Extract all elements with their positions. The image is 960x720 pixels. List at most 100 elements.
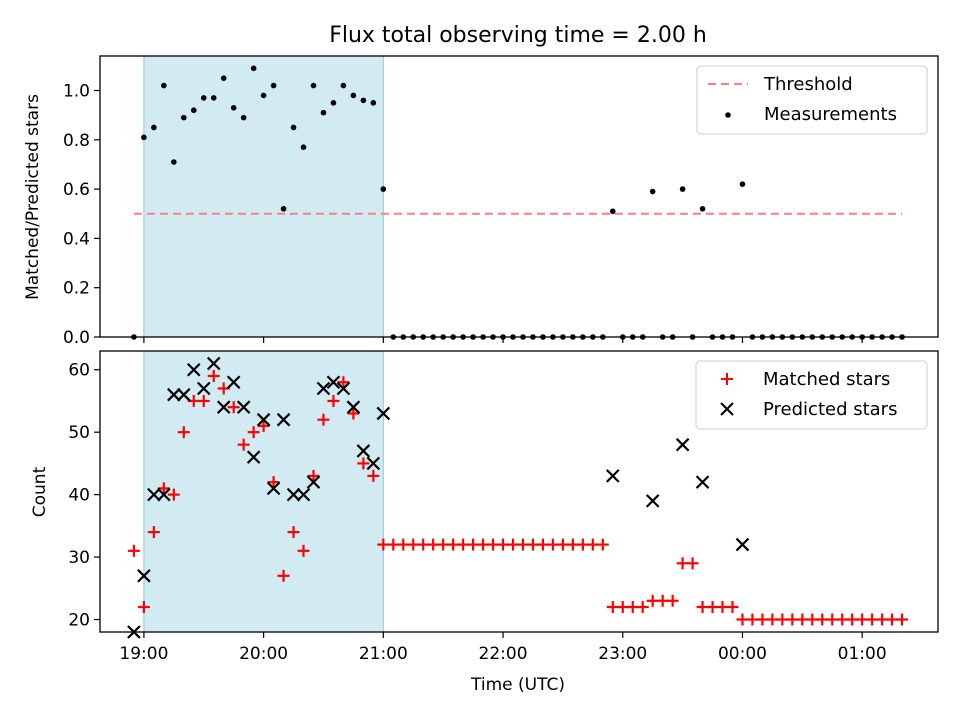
count-x-tick-label: 23:00 — [598, 644, 647, 664]
measurement-point — [699, 206, 706, 212]
measurement-point — [151, 124, 157, 131]
measurement-point — [290, 124, 297, 131]
predicted-star-point — [286, 487, 301, 502]
measurement-point — [200, 95, 207, 101]
predicted-legend-swatch — [720, 402, 734, 416]
ratio-y-tick-label: 0.6 — [63, 180, 90, 200]
measurement-point — [171, 159, 177, 165]
predicted-star-point — [276, 412, 291, 427]
measurement-point — [649, 188, 656, 195]
predicted-star-point — [246, 450, 261, 464]
measurement-point — [260, 92, 267, 99]
predicted-star-point — [356, 444, 371, 458]
matched-star-point — [347, 407, 360, 420]
measurement-point — [141, 134, 147, 141]
predicted-star-point — [326, 375, 341, 390]
count-x-tick-label: 22:00 — [479, 644, 528, 664]
measurement-point — [739, 181, 746, 187]
predicted-star-point — [675, 437, 690, 452]
matched-stars-points — [127, 369, 909, 626]
matched-star-point — [147, 526, 160, 539]
measurements-legend-label: Measurements — [764, 104, 897, 125]
ratio-y-tick-label: 0.4 — [63, 229, 90, 249]
measurement-point — [190, 107, 197, 114]
ratio-y-tick-label: 1.0 — [63, 82, 90, 102]
ratio-plot-frame — [99, 55, 939, 338]
chart-title: Flux total observing time = 2.00 h — [329, 23, 707, 48]
count-panel: 20 30 40 50 60 19:00 20:00 21:00 22:00 23:00 00:0… — [30, 350, 939, 695]
matched-star-point — [157, 482, 170, 495]
ratio-y-tick-label: 0.8 — [63, 131, 90, 151]
predicted-stars-points — [127, 356, 750, 639]
predicted-star-point — [695, 475, 710, 489]
matched-star-point — [197, 394, 210, 407]
measurements-legend-swatch — [725, 112, 731, 118]
predicted-star-point — [137, 569, 151, 583]
predicted-star-point — [147, 487, 161, 502]
matched-star-point — [896, 613, 909, 626]
predicted-legend-label: Predicted stars — [763, 399, 897, 420]
count-legend-box — [695, 360, 928, 430]
count-shaded-interval — [143, 350, 384, 633]
predicted-star-point — [376, 406, 391, 421]
count-y-tick-label: 60 — [68, 361, 90, 381]
predicted-star-point — [177, 387, 191, 402]
count-y-tick-label: 20 — [68, 611, 90, 631]
predicted-star-point — [226, 375, 241, 390]
predicted-star-point — [236, 400, 251, 414]
matched-star-point — [257, 419, 270, 432]
measurement-point — [370, 100, 377, 106]
measurement-point — [679, 186, 686, 192]
matched-star-point — [287, 526, 300, 539]
matched-star-point — [357, 457, 370, 470]
measurement-point — [340, 82, 347, 89]
count-x-tick-label: 21:00 — [359, 644, 408, 664]
measurement-point — [161, 82, 167, 89]
predicted-star-point — [306, 475, 321, 489]
predicted-star-point — [256, 412, 271, 427]
matched-star-point — [277, 569, 290, 582]
predicted-star-point — [735, 537, 750, 552]
ratio-x-axis-ticks — [143, 337, 863, 343]
ratio-legend: Threshold Measurements — [696, 65, 928, 135]
ratio-legend-box — [696, 65, 928, 135]
predicted-star-point — [196, 381, 211, 396]
predicted-star-point — [346, 400, 361, 414]
count-y-tick-label: 40 — [68, 486, 90, 506]
ratio-panel: 0.0 0.2 0.4 0.6 0.8 1.0 Matched/Predicted sta… — [23, 55, 939, 348]
measurement-point — [609, 208, 616, 215]
measurement-point — [360, 97, 367, 104]
measurement-point — [181, 114, 187, 121]
matched-star-point — [636, 601, 649, 614]
count-x-tick-label: 01:00 — [838, 644, 887, 664]
matched-star-point — [137, 601, 150, 614]
measurement-point — [350, 92, 357, 99]
ratio-y-axis: 0.0 0.2 0.4 0.6 0.8 1.0 — [63, 82, 100, 348]
matched-star-point — [726, 601, 739, 614]
measurement-point — [280, 206, 287, 212]
threshold-legend-label: Threshold — [763, 74, 853, 95]
count-y-axis: 20 30 40 50 60 — [68, 361, 100, 631]
matched-star-point — [177, 426, 190, 439]
matched-star-point — [127, 544, 140, 557]
matched-star-point — [327, 394, 340, 407]
ratio-y-axis-label: Matched/Predicted stars — [23, 94, 43, 300]
measurement-point — [320, 109, 327, 116]
predicted-star-point — [605, 469, 620, 483]
matched-star-point — [367, 469, 380, 482]
predicted-star-point — [186, 362, 201, 377]
matched-star-point — [267, 476, 280, 489]
measurement-point — [300, 144, 307, 151]
count-x-tick-label: 00:00 — [718, 644, 767, 664]
matched-star-point — [317, 413, 330, 426]
predicted-star-point — [296, 487, 311, 502]
count-y-axis-label: Count — [30, 466, 50, 517]
measurement-point — [270, 82, 277, 89]
matched-star-point — [247, 426, 260, 439]
matched-star-point — [227, 401, 240, 414]
predicted-star-point — [366, 456, 381, 471]
predicted-star-point — [157, 487, 171, 502]
predicted-star-point — [645, 494, 660, 508]
predicted-star-point — [336, 381, 351, 396]
measurement-point — [210, 95, 217, 101]
